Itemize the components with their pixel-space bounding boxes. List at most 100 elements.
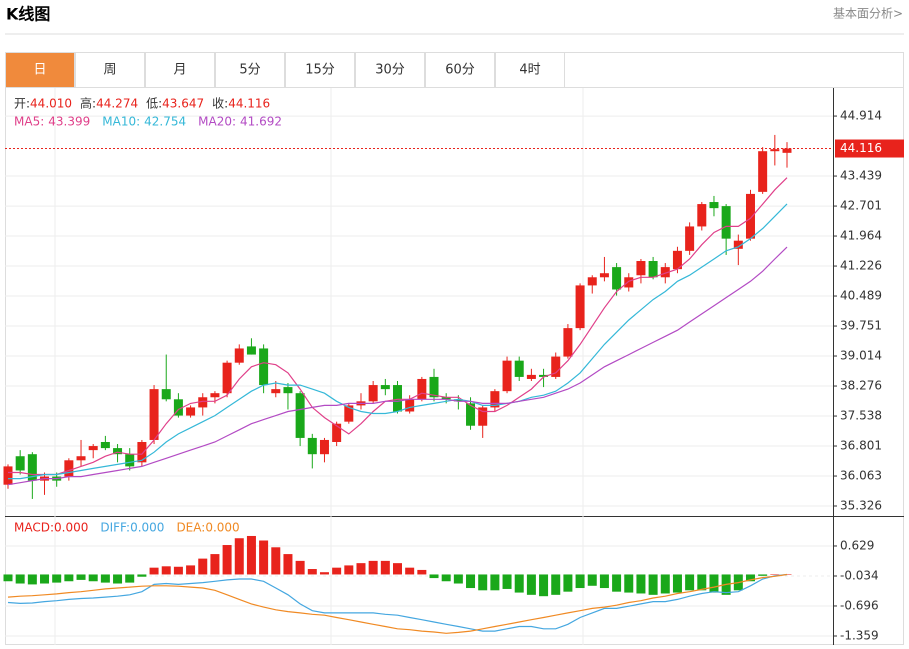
legend-label: 收:: [212, 97, 228, 111]
tab[interactable]: [75, 52, 145, 88]
macd-bar: [3, 574, 13, 582]
tab[interactable]: [425, 52, 495, 88]
candle-body: [198, 397, 208, 408]
candle-body: [758, 151, 768, 192]
macd-bar: [149, 567, 159, 575]
tab-label[interactable]: 4时: [519, 63, 540, 78]
macd-bar: [271, 547, 281, 575]
macd-bar: [624, 574, 634, 593]
legend-value: 44.010: [30, 97, 72, 111]
macd-bar: [770, 574, 780, 575]
macd-bar: [100, 574, 110, 583]
macd-bar: [648, 574, 658, 595]
macd-bar: [246, 535, 256, 575]
tab-label[interactable]: 周: [103, 63, 116, 78]
candle-body: [575, 285, 585, 329]
tab-label[interactable]: 60分: [445, 63, 475, 78]
tab[interactable]: [495, 52, 565, 88]
ma-legend-name: MA10:: [102, 115, 140, 129]
candle-body: [624, 277, 634, 288]
candle-body: [76, 456, 86, 461]
macd-bar: [490, 574, 500, 591]
candle-body: [246, 346, 256, 355]
tab[interactable]: [145, 52, 215, 88]
candle-body: [332, 423, 342, 442]
macd-bar: [539, 574, 549, 597]
y-tick-label: 39.751: [840, 319, 882, 333]
candle-body: [283, 387, 293, 394]
candle-body: [149, 389, 159, 440]
tab[interactable]: [355, 52, 425, 88]
y-tick-label: -0.034: [840, 568, 879, 582]
macd-bar: [551, 574, 561, 595]
y-tick-label: 38.276: [840, 379, 882, 393]
y-tick-label: -1.359: [840, 628, 879, 642]
macd-bar: [113, 574, 123, 584]
candle-body: [210, 393, 220, 398]
candle-body: [612, 267, 622, 290]
y-tick-label: 36.801: [840, 439, 882, 453]
macd-bar: [88, 574, 98, 582]
candle-body: [222, 362, 232, 394]
y-tick-label: 39.014: [840, 349, 882, 363]
ma-line: [7, 246, 788, 486]
tab-label[interactable]: 30分: [375, 63, 405, 78]
tab-label[interactable]: 月: [173, 63, 186, 78]
macd-bar: [40, 574, 50, 584]
candle-body: [368, 385, 378, 402]
candle-body: [173, 399, 183, 416]
candle-body: [514, 360, 524, 377]
tab-label[interactable]: 15分: [305, 63, 335, 78]
macd-bar: [161, 566, 171, 575]
tab[interactable]: [215, 52, 285, 88]
candle-body: [563, 328, 573, 357]
macd-bar: [356, 563, 366, 575]
candle-body: [709, 202, 719, 209]
tab-label[interactable]: 日: [33, 63, 46, 78]
tab-label[interactable]: 5分: [239, 63, 260, 78]
macd-bar: [441, 574, 451, 582]
fundamental-link[interactable]: 基本面分析>: [833, 7, 903, 21]
candle-body: [660, 267, 670, 278]
candle-body: [380, 385, 390, 390]
tab[interactable]: [285, 52, 355, 88]
candle-body: [344, 405, 354, 422]
candle-body: [770, 149, 780, 152]
candle-body: [782, 148, 792, 153]
macd-bar: [417, 569, 427, 575]
macd-bar: [745, 574, 755, 582]
macd-bar: [295, 560, 305, 575]
candle-body: [125, 454, 135, 467]
candle-body: [161, 389, 171, 400]
tab[interactable]: [5, 52, 75, 88]
macd-bar: [636, 574, 646, 594]
legend-label: 开:: [14, 97, 30, 111]
macd-bar: [283, 554, 293, 575]
macd-bar: [672, 574, 682, 593]
panel-border: [5, 52, 904, 645]
ma-legend-value: 43.399: [48, 115, 90, 129]
macd-legend-value: 0.000: [205, 521, 239, 535]
macd-bar: [393, 563, 402, 575]
y-tick-label: 43.439: [840, 169, 882, 183]
y-tick-label: 0.629: [840, 538, 874, 552]
candle-body: [405, 399, 415, 412]
candle-body: [234, 348, 244, 363]
macd-bar: [612, 574, 622, 592]
macd-bar: [173, 566, 183, 575]
y-tick-label: 36.063: [840, 469, 882, 483]
candle-body: [319, 439, 329, 455]
macd-bar: [76, 574, 86, 580]
candle-body: [137, 441, 147, 463]
macd-bar: [587, 574, 597, 586]
ma-legend-name: MA5:: [14, 115, 44, 129]
y-tick-label: 41.964: [840, 229, 882, 243]
macd-bar: [575, 574, 585, 589]
candle-body: [3, 466, 13, 485]
macd-bar: [259, 540, 269, 575]
macd-bar: [137, 574, 147, 577]
candle-body: [745, 193, 755, 239]
macd-bar: [563, 574, 573, 592]
macd-bar: [198, 558, 208, 575]
candle-body: [490, 391, 500, 408]
